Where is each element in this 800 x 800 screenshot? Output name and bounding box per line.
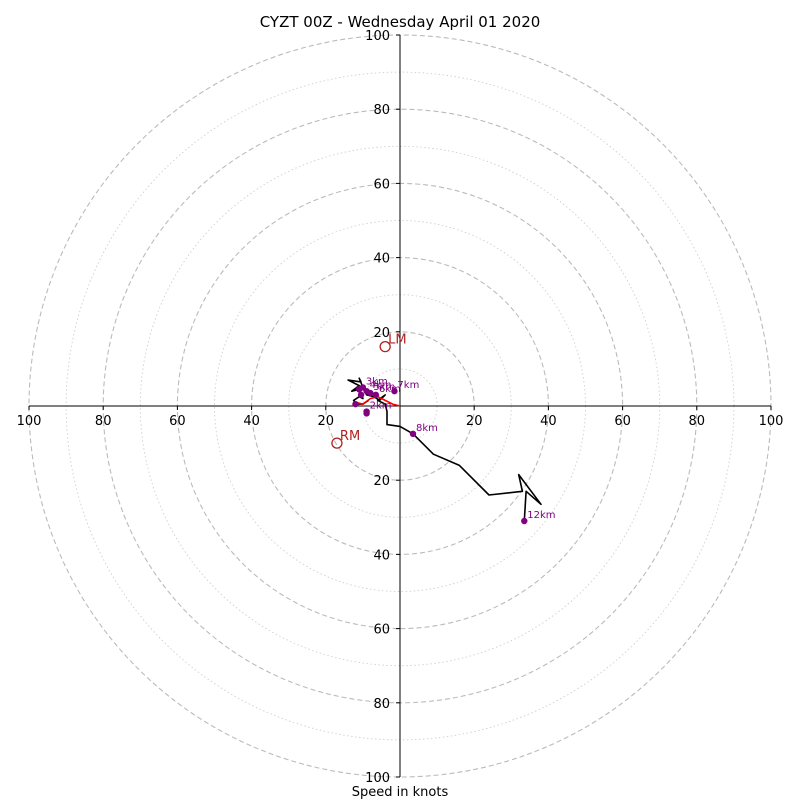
axes: 100 100 80 80 60 60 40 40 20 20 20 20 40 40 60 60 80 80 10… — [17, 29, 784, 786]
x-axis-label: Speed in knots — [352, 785, 449, 800]
x-tick-label: 20 — [466, 414, 483, 429]
y-tick-label: 20 — [373, 326, 390, 341]
height-marker-label: 5km — [373, 382, 395, 393]
height-marker-label: 12km — [527, 510, 555, 521]
y-tick-label: 40 — [373, 548, 390, 563]
x-tick-label: 80 — [689, 414, 706, 429]
y-tick-label: 100 — [365, 29, 390, 44]
x-tick-label: 20 — [318, 414, 335, 429]
x-tick-label: 40 — [540, 414, 557, 429]
height-marker-label: 2km — [370, 401, 392, 412]
x-tick-label: 100 — [17, 414, 42, 429]
y-tick-label: 80 — [373, 697, 390, 712]
height-marker-point — [409, 430, 417, 438]
y-tick-label: 60 — [373, 177, 390, 192]
y-tick-label: 60 — [373, 623, 390, 638]
storm-motion-marker — [331, 437, 343, 449]
y-tick-label: 80 — [373, 103, 390, 118]
height-marker-label: 6km — [379, 384, 401, 395]
x-tick-label: 60 — [169, 414, 186, 429]
height-marker-point — [352, 400, 359, 408]
height-marker-point — [372, 391, 380, 399]
height-marker-label: 8km — [416, 423, 438, 434]
y-tick-label: 40 — [373, 252, 390, 267]
height-marker-label: 7km — [397, 380, 419, 391]
height-marker-point — [363, 408, 370, 415]
storm-motion-markers: LM RM — [331, 333, 407, 449]
chart-title: CYZT 00Z - Wednesday April 01 2020 — [260, 13, 541, 31]
storm-motion-label: LM — [388, 333, 406, 348]
storm-motion-label: RM — [340, 429, 360, 444]
height-marker-point — [357, 391, 365, 399]
storm-motion-marker — [379, 340, 391, 353]
height-marker-label: 4km — [370, 380, 392, 391]
height-marker-point — [391, 387, 398, 395]
x-tick-label: 100 — [759, 414, 784, 429]
x-tick-label: 40 — [243, 414, 260, 429]
y-tick-label: 100 — [365, 771, 390, 786]
height-marker-label: 3km — [366, 376, 388, 387]
x-tick-label: 80 — [95, 414, 112, 429]
height-marker-point — [367, 389, 374, 397]
y-tick-label: 20 — [373, 474, 390, 489]
x-tick-label: 60 — [614, 414, 631, 429]
height-marker-point — [521, 517, 528, 525]
